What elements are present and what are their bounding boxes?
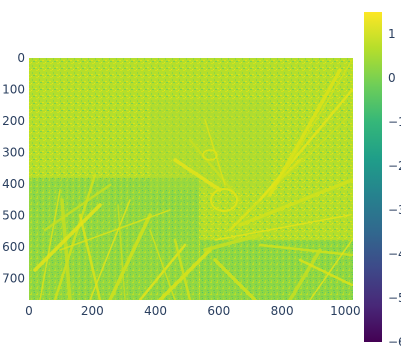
blade-stroke bbox=[288, 248, 322, 300]
blade-stroke bbox=[214, 214, 351, 241]
colorbar-tick-label: −3 bbox=[388, 203, 401, 217]
heatmap-small-ring-feature bbox=[202, 149, 218, 161]
colorbar-tick-label: −2 bbox=[388, 159, 401, 173]
x-tick-label: 1000 bbox=[330, 304, 361, 318]
blade-stroke bbox=[173, 238, 192, 300]
y-tick-label: 600 bbox=[2, 240, 25, 254]
colorbar-tick-label: −6 bbox=[388, 335, 401, 349]
heatmap-blade-structures bbox=[33, 59, 353, 300]
colorbar-tick-label: −1 bbox=[388, 115, 401, 129]
blade-stroke bbox=[258, 243, 353, 257]
blade-stroke bbox=[238, 178, 353, 227]
x-tick-label: 400 bbox=[144, 304, 167, 318]
blade-stroke bbox=[43, 183, 112, 232]
colorbar-tick-label: −5 bbox=[388, 291, 401, 305]
y-tick-label: 500 bbox=[2, 209, 25, 223]
blade-stroke bbox=[33, 203, 102, 272]
y-axis: 0 100 200 300 400 500 600 700 bbox=[2, 51, 25, 286]
blade-stroke bbox=[204, 119, 226, 186]
y-tick-label: 300 bbox=[2, 146, 25, 160]
x-axis: 0 200 400 600 800 1000 bbox=[25, 304, 361, 318]
blade-stroke bbox=[108, 213, 152, 300]
colorbar-bar bbox=[364, 12, 382, 342]
heatmap-region-center bbox=[150, 100, 270, 190]
blade-stroke bbox=[173, 158, 222, 192]
blade-stroke bbox=[53, 173, 97, 300]
blade-stroke bbox=[59, 209, 171, 251]
x-tick-label: 800 bbox=[271, 304, 294, 318]
blade-stroke bbox=[258, 88, 353, 202]
blade-stroke bbox=[268, 68, 342, 197]
y-tick-label: 400 bbox=[2, 177, 25, 191]
heatmap-ring-feature bbox=[210, 188, 238, 212]
colorbar-tick-label: −4 bbox=[388, 247, 401, 261]
blade-stroke bbox=[213, 258, 257, 300]
colorbar-ticks: 1 0 −1 −2 −3 −4 −5 −6 bbox=[388, 27, 401, 349]
y-tick-label: 700 bbox=[2, 272, 25, 286]
colorbar-tick-label: 1 bbox=[388, 27, 396, 41]
blade-stroke bbox=[78, 213, 102, 300]
x-tick-label: 200 bbox=[81, 304, 104, 318]
blade-stroke bbox=[298, 258, 353, 287]
y-tick-label: 0 bbox=[17, 51, 25, 65]
blade-stroke bbox=[309, 239, 353, 300]
blade-stroke bbox=[117, 204, 126, 300]
y-tick-label: 200 bbox=[2, 114, 25, 128]
x-tick-label: 0 bbox=[25, 304, 33, 318]
colorbar-tick-label: 0 bbox=[388, 71, 396, 85]
blade-stroke bbox=[279, 59, 353, 181]
x-tick-label: 600 bbox=[207, 304, 230, 318]
blade-stroke bbox=[249, 119, 346, 211]
y-tick-label: 100 bbox=[2, 83, 25, 97]
heatmap-image bbox=[29, 58, 353, 300]
blade-stroke bbox=[39, 189, 61, 300]
colorbar: 1 0 −1 −2 −3 −4 −5 −6 bbox=[364, 12, 401, 349]
blade-stroke bbox=[203, 233, 262, 252]
blade-stroke bbox=[149, 229, 176, 300]
